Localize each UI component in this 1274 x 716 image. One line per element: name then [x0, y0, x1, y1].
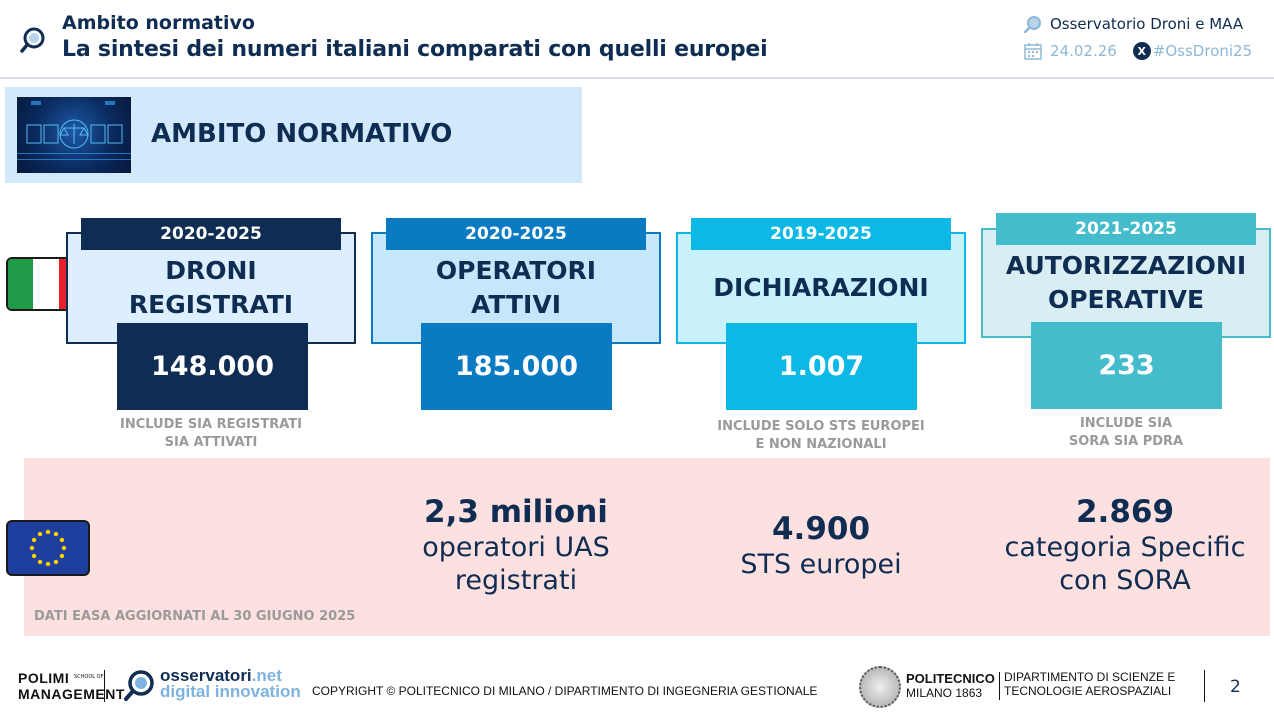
card-value: 185.000 — [421, 323, 612, 410]
osservatori-logo: osservatori.net digital innovation — [160, 666, 301, 701]
card-note-line: SIA ATTIVATI — [164, 435, 258, 450]
politecnico-logo: POLITECNICO MILANO 1863 — [906, 671, 995, 701]
banner-title: AMBITO NORMATIVO — [151, 119, 453, 149]
header-meta: 24.02.26 X #OssDroni25 — [1024, 42, 1252, 60]
department-name-line: TECNOLOGIE AEROSPAZIALI — [1004, 684, 1172, 698]
eu-stat-number: 2,3 milioni — [424, 494, 608, 530]
card-value: 233 — [1031, 322, 1222, 409]
card-note-line: SORA SIA PDRA — [1068, 434, 1184, 449]
card-title-line: AUTORIZZAZIONI — [1005, 251, 1247, 280]
eu-stat-sts: 4.900 STS europei — [691, 510, 951, 581]
osservatori-magnifier-icon — [124, 670, 154, 701]
card-note-line: E NON NAZIONALI — [755, 437, 887, 452]
card-title-line: OPERATORI — [435, 256, 597, 285]
eu-stat-label: con SORA — [1059, 565, 1191, 596]
card-title-line: OPERATIVE — [1047, 285, 1205, 314]
polimi-logo-text: MANAGEMENT — [18, 686, 125, 702]
polimi-logo-text: POLIMI — [18, 670, 70, 686]
card-years: 2021-2025 — [996, 213, 1256, 245]
card-title-line: REGISTRATI — [128, 290, 294, 319]
eu-stat-number: 4.900 — [771, 511, 871, 547]
magnifier-icon — [1024, 16, 1041, 33]
eu-stat-label: operatori UAS — [422, 532, 610, 563]
eu-stat-label: categoria Specific — [1004, 532, 1246, 563]
x-logo-icon[interactable]: X — [1132, 42, 1151, 60]
card-title-line: ATTIVI — [470, 290, 562, 319]
eu-stat-specific: 2.869 categoria Specific con SORA — [990, 493, 1260, 597]
hashtag[interactable]: #OssDroni25 — [1152, 42, 1253, 60]
eu-flag-icon — [6, 520, 90, 576]
card-note: INCLUDE SIA SORA SIA PDRA — [981, 415, 1271, 451]
card-note-line: INCLUDE SIA REGISTRATI — [119, 417, 302, 432]
magnifier-icon — [20, 27, 45, 53]
footer-divider — [104, 670, 105, 702]
department-name-line: DIPARTIMENTO DI SCIENZE E — [1004, 670, 1176, 684]
calendar-icon — [1024, 43, 1042, 60]
card-title: OPERATORI ATTIVI — [371, 254, 661, 322]
legal-documents-illustration — [17, 97, 131, 173]
europe-band — [24, 458, 1270, 636]
osservatori-logo-text: osservatori — [160, 666, 252, 685]
copyright: COPYRIGHT © POLITECNICO DI MILANO / DIPA… — [312, 684, 818, 698]
page-number: 2 — [1230, 677, 1241, 697]
card-title: DICHIARAZIONI — [676, 271, 966, 305]
footer-divider — [1204, 670, 1205, 702]
card-title-line: DRONI — [165, 256, 257, 285]
scales-of-justice-icon — [17, 101, 131, 160]
osservatori-logo-suffix: .net — [251, 666, 282, 685]
observatory-label: Osservatorio Droni e MAA — [1024, 15, 1243, 33]
eu-stat-operatori: 2,3 milioni operatori UAS registrati — [386, 493, 646, 597]
eu-stat-number: 2.869 — [1075, 494, 1175, 530]
footer-divider — [999, 672, 1000, 700]
observatory-name: Osservatorio Droni e MAA — [1050, 15, 1244, 33]
card-note: INCLUDE SOLO STS EUROPEI E NON NAZIONALI — [676, 418, 966, 454]
osservatori-tagline: digital innovation — [160, 682, 301, 701]
politecnico-name: POLITECNICO — [906, 671, 995, 686]
polimi-logo: POLIMI MANAGEMENT — [18, 670, 125, 702]
card-value: 1.007 — [726, 323, 917, 410]
card-title: DRONI REGISTRATI — [66, 254, 356, 322]
section-label: Ambito normativo — [62, 12, 255, 34]
politecnico-seal-icon — [859, 666, 901, 708]
department-logo: DIPARTIMENTO DI SCIENZE E TECNOLOGIE AER… — [1004, 670, 1175, 698]
card-years: 2020-2025 — [81, 218, 341, 250]
card-note-line: INCLUDE SOLO STS EUROPEI — [717, 419, 925, 434]
card-note: INCLUDE SIA REGISTRATI SIA ATTIVATI — [66, 416, 356, 452]
page-title: La sintesi dei numeri italiani comparati… — [62, 37, 768, 62]
card-years: 2020-2025 — [386, 218, 646, 250]
card-title: AUTORIZZAZIONI OPERATIVE — [981, 249, 1271, 317]
card-title-line: DICHIARAZIONI — [713, 273, 929, 302]
section-banner: AMBITO NORMATIVO — [5, 87, 582, 183]
eu-stat-label: registrati — [454, 565, 578, 596]
eu-stat-label: STS europei — [740, 549, 902, 580]
politecnico-year: MILANO 1863 — [906, 686, 983, 700]
school-of-label: SCHOOL OF — [74, 674, 104, 680]
data-source-note: DATI EASA AGGIORNATI AL 30 GIUGNO 2025 — [34, 609, 356, 624]
date: 24.02.26 — [1050, 42, 1117, 60]
header-divider — [0, 77, 1274, 79]
card-years: 2019-2025 — [691, 218, 951, 250]
card-note-line: INCLUDE SIA — [1079, 416, 1173, 431]
card-value: 148.000 — [117, 323, 308, 410]
